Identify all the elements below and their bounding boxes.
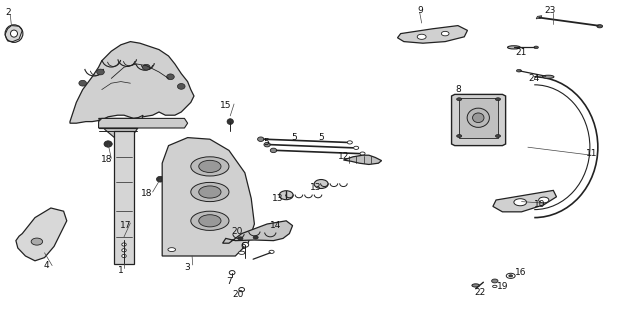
Ellipse shape xyxy=(492,285,497,287)
Text: 13: 13 xyxy=(272,194,284,203)
Ellipse shape xyxy=(238,251,245,254)
Ellipse shape xyxy=(597,25,602,28)
Ellipse shape xyxy=(122,243,127,246)
Text: 17: 17 xyxy=(120,221,131,230)
Polygon shape xyxy=(99,118,188,128)
Ellipse shape xyxy=(467,108,490,127)
Ellipse shape xyxy=(239,287,245,292)
Ellipse shape xyxy=(270,148,277,153)
Ellipse shape xyxy=(506,273,515,278)
Ellipse shape xyxy=(441,31,449,36)
Ellipse shape xyxy=(5,25,23,43)
Ellipse shape xyxy=(199,160,221,172)
Text: 15: 15 xyxy=(220,101,232,110)
Ellipse shape xyxy=(238,237,243,240)
Ellipse shape xyxy=(354,146,359,149)
Text: 11: 11 xyxy=(586,149,597,158)
Ellipse shape xyxy=(516,69,522,72)
Ellipse shape xyxy=(191,182,229,202)
Polygon shape xyxy=(343,155,382,164)
Polygon shape xyxy=(70,42,194,123)
Ellipse shape xyxy=(258,137,264,141)
Ellipse shape xyxy=(473,113,484,123)
Ellipse shape xyxy=(122,249,127,252)
Polygon shape xyxy=(459,98,498,138)
Polygon shape xyxy=(162,138,254,256)
Text: 20: 20 xyxy=(233,290,244,299)
Ellipse shape xyxy=(122,254,127,258)
Text: 16: 16 xyxy=(515,268,526,277)
Text: 10: 10 xyxy=(534,200,545,209)
Ellipse shape xyxy=(514,199,527,206)
Ellipse shape xyxy=(142,64,150,70)
Ellipse shape xyxy=(347,141,352,144)
Polygon shape xyxy=(398,26,467,43)
Text: 19: 19 xyxy=(497,282,508,291)
Ellipse shape xyxy=(199,215,221,227)
Ellipse shape xyxy=(264,142,270,147)
Ellipse shape xyxy=(104,141,113,147)
Polygon shape xyxy=(452,94,506,146)
Ellipse shape xyxy=(177,84,185,89)
Text: 18: 18 xyxy=(101,156,113,164)
Text: 12: 12 xyxy=(338,152,349,161)
Ellipse shape xyxy=(508,46,520,49)
Text: 9: 9 xyxy=(417,6,423,15)
Ellipse shape xyxy=(543,75,554,78)
Polygon shape xyxy=(16,208,67,261)
Text: 3: 3 xyxy=(184,263,191,272)
Ellipse shape xyxy=(191,157,229,176)
Text: 13: 13 xyxy=(310,183,322,192)
Ellipse shape xyxy=(168,248,176,252)
Polygon shape xyxy=(493,190,556,212)
Ellipse shape xyxy=(360,152,365,155)
Ellipse shape xyxy=(314,180,328,188)
Ellipse shape xyxy=(167,74,174,80)
Text: 23: 23 xyxy=(544,6,556,15)
Text: 20: 20 xyxy=(232,228,243,236)
Ellipse shape xyxy=(10,30,18,37)
Polygon shape xyxy=(99,115,143,141)
Ellipse shape xyxy=(539,197,549,203)
Ellipse shape xyxy=(417,34,426,39)
Text: 8: 8 xyxy=(455,85,461,94)
Text: 22: 22 xyxy=(474,288,486,297)
Ellipse shape xyxy=(279,191,293,200)
Text: 1: 1 xyxy=(118,266,124,275)
Text: 18: 18 xyxy=(141,189,152,198)
Ellipse shape xyxy=(191,211,229,230)
Ellipse shape xyxy=(227,119,233,124)
Ellipse shape xyxy=(495,98,501,100)
Ellipse shape xyxy=(509,275,513,277)
Ellipse shape xyxy=(472,284,480,287)
Ellipse shape xyxy=(457,134,462,138)
Polygon shape xyxy=(223,221,293,243)
Text: 4: 4 xyxy=(44,261,49,270)
Text: 21: 21 xyxy=(516,48,527,57)
Text: 24: 24 xyxy=(529,74,540,83)
Ellipse shape xyxy=(229,271,235,275)
Polygon shape xyxy=(536,16,542,19)
Text: 6: 6 xyxy=(240,242,247,251)
Ellipse shape xyxy=(495,134,501,138)
Polygon shape xyxy=(114,131,134,264)
Text: 7: 7 xyxy=(226,277,232,286)
Text: 5: 5 xyxy=(318,133,324,142)
Text: 5: 5 xyxy=(291,133,297,142)
Ellipse shape xyxy=(269,250,274,253)
Ellipse shape xyxy=(199,186,221,198)
Ellipse shape xyxy=(97,69,104,75)
Ellipse shape xyxy=(253,236,258,239)
Ellipse shape xyxy=(534,46,538,49)
Text: 14: 14 xyxy=(270,221,281,230)
Ellipse shape xyxy=(242,243,249,247)
Ellipse shape xyxy=(31,238,43,245)
Text: 5: 5 xyxy=(263,138,269,147)
Ellipse shape xyxy=(156,176,164,182)
Ellipse shape xyxy=(79,80,86,86)
Text: 2: 2 xyxy=(6,8,11,17)
Ellipse shape xyxy=(457,98,462,100)
Ellipse shape xyxy=(492,279,498,283)
